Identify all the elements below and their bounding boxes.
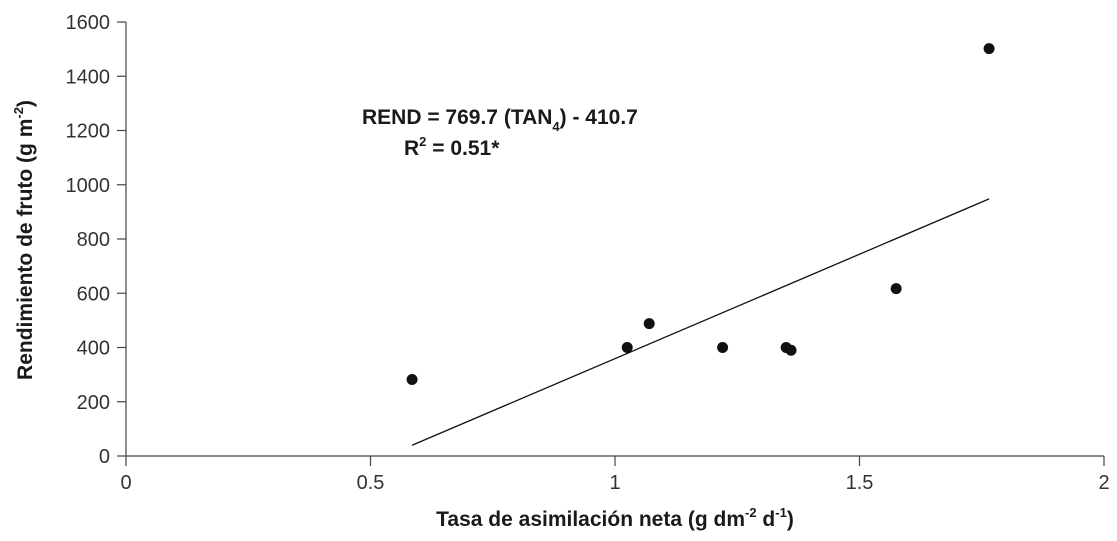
regression-equation: REND = 769.7 (TAN4) - 410.7 (362, 106, 638, 134)
y-tick-label: 200 (77, 392, 110, 414)
data-point (890, 283, 902, 295)
regression-line (411, 198, 990, 446)
x-tick-label: 0.5 (357, 472, 385, 494)
y-axis: 0 200 400 600 800 1000 1200 1400 1600 (66, 12, 127, 468)
data-point (643, 318, 655, 330)
x-tick-label: 1.5 (846, 472, 874, 494)
y-tick-label: 0 (99, 446, 110, 468)
x-tick-label: 2 (1098, 472, 1109, 494)
x-axis: 0 0.5 1 1.5 2 (120, 455, 1110, 494)
y-tick-label: 400 (77, 338, 110, 360)
data-point (785, 344, 797, 356)
data-point (621, 342, 633, 353)
data-point (717, 342, 729, 353)
y-tick-label: 800 (77, 229, 110, 251)
y-tick-label: 600 (77, 283, 110, 305)
data-points (406, 43, 995, 386)
data-point (406, 374, 418, 386)
y-tick-label: 1600 (66, 12, 111, 34)
y-tick-label: 1200 (66, 121, 111, 143)
y-axis-title: Rendimiento de fruto (g m-2) (11, 100, 37, 380)
y-tick-label: 1400 (66, 66, 111, 88)
trendline-group (411, 198, 990, 446)
r-squared-label: R2 = 0.51* (404, 134, 500, 160)
data-point (983, 43, 995, 55)
x-tick-label: 0 (120, 472, 131, 494)
x-tick-label: 1 (609, 472, 620, 494)
y-tick-label: 1000 (66, 175, 111, 197)
x-axis-title: Tasa de asimilación neta (g dm-2 d-1) (436, 505, 794, 531)
